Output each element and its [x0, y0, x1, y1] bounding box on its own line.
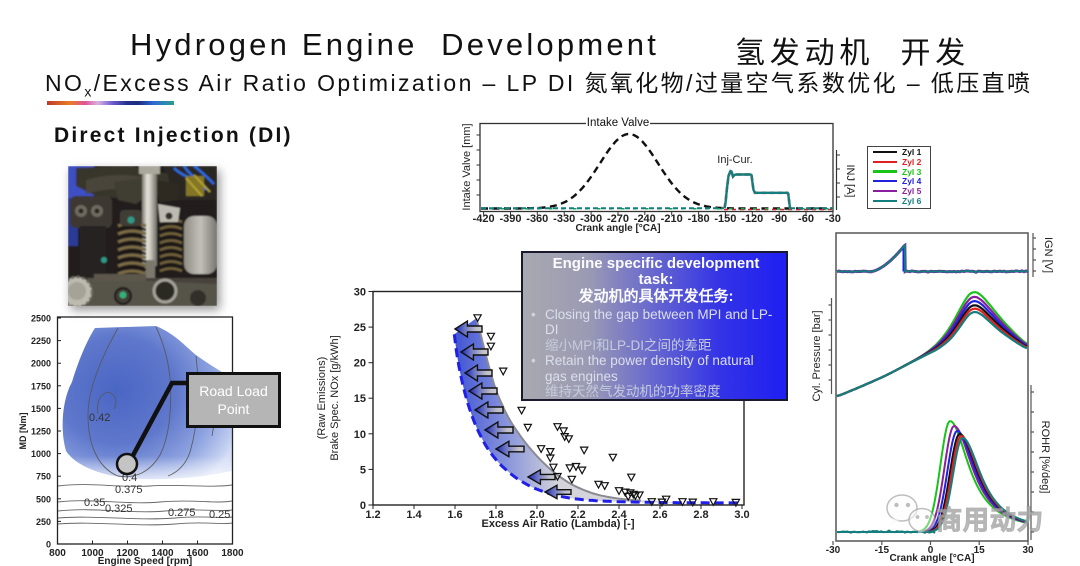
svg-text:-360: -360: [526, 213, 548, 225]
svg-text:1250: 1250: [31, 427, 51, 437]
svg-text:3.0: 3.0: [734, 509, 749, 521]
svg-text:1200: 1200: [116, 548, 139, 559]
svg-text:0.375: 0.375: [115, 484, 143, 496]
svg-text:-15: -15: [875, 545, 890, 556]
svg-text:Inj-Cur.: Inj-Cur.: [717, 154, 752, 166]
svg-text:2.2: 2.2: [570, 509, 585, 521]
svg-text:-330: -330: [553, 213, 575, 225]
svg-text:ROHR [%/deg]: ROHR [%/deg]: [1039, 421, 1051, 494]
svg-text:Crank angle [°CA]: Crank angle [°CA]: [575, 223, 660, 234]
svg-text:Cyl. Pressure [bar]: Cyl. Pressure [bar]: [811, 310, 823, 401]
svg-text:0.35: 0.35: [84, 497, 105, 509]
svg-text:-90: -90: [771, 213, 787, 225]
svg-text:10: 10: [354, 429, 366, 441]
svg-text:-270: -270: [607, 213, 629, 225]
svg-text:-120: -120: [741, 213, 763, 225]
svg-text:Intake Valve: Intake Valve: [587, 117, 649, 129]
svg-text:-30: -30: [826, 545, 841, 556]
svg-text:1000: 1000: [31, 449, 51, 459]
svg-text:-180: -180: [688, 213, 710, 225]
svg-text:15: 15: [974, 545, 986, 556]
svg-text:25: 25: [354, 322, 366, 334]
svg-text:-300: -300: [580, 213, 602, 225]
svg-text:500: 500: [36, 494, 51, 504]
svg-text:Brake Spec. NOx [g/kWh]: Brake Spec. NOx [g/kWh]: [329, 335, 341, 460]
svg-text:1400: 1400: [151, 548, 174, 559]
svg-text:0.275: 0.275: [168, 507, 196, 519]
svg-text:2500: 2500: [31, 314, 51, 324]
svg-text:0: 0: [928, 545, 934, 556]
svg-text:-390: -390: [499, 213, 521, 225]
svg-text:1000: 1000: [81, 548, 104, 559]
svg-text:2.6: 2.6: [652, 509, 667, 521]
svg-text:0: 0: [46, 540, 51, 550]
svg-text:IGN [V]: IGN [V]: [1042, 237, 1054, 273]
svg-text:2.4: 2.4: [611, 509, 627, 521]
svg-text:2000: 2000: [31, 359, 51, 369]
svg-text:1500: 1500: [31, 404, 51, 414]
svg-text:1600: 1600: [186, 548, 209, 559]
svg-text:Crank angle [°CA]: Crank angle [°CA]: [889, 553, 974, 564]
svg-text:2.8: 2.8: [693, 509, 708, 521]
svg-text:Engine Speed [rpm]: Engine Speed [rpm]: [98, 556, 192, 566]
svg-text:0.25: 0.25: [209, 509, 230, 521]
svg-text:-420: -420: [473, 213, 495, 225]
svg-text:20: 20: [354, 358, 366, 370]
svg-text:Intake Valve [mm]: Intake Valve [mm]: [461, 123, 473, 210]
svg-text:1.6: 1.6: [447, 509, 462, 521]
svg-text:5: 5: [360, 464, 366, 476]
svg-text:30: 30: [354, 287, 366, 299]
svg-text:800: 800: [49, 548, 66, 559]
svg-text:1.4: 1.4: [406, 509, 422, 521]
svg-text:1.2: 1.2: [365, 509, 380, 521]
svg-text:0: 0: [360, 500, 366, 512]
svg-text:2250: 2250: [31, 336, 51, 346]
svg-text:Excess Air Ratio (Lambda) [-]: Excess Air Ratio (Lambda) [-]: [481, 518, 634, 530]
svg-text:-240: -240: [634, 213, 656, 225]
svg-text:MD [Nm]: MD [Nm]: [18, 413, 28, 450]
svg-text:2.0: 2.0: [529, 509, 544, 521]
svg-text:-210: -210: [661, 213, 683, 225]
svg-text:0.325: 0.325: [105, 503, 133, 515]
svg-text:1.8: 1.8: [488, 509, 503, 521]
svg-text:250: 250: [36, 517, 51, 527]
svg-text:INJ [A]: INJ [A]: [844, 164, 856, 197]
svg-text:30: 30: [1022, 545, 1034, 556]
svg-text:-30: -30: [825, 213, 841, 225]
svg-text:1750: 1750: [31, 381, 51, 391]
svg-text:15: 15: [354, 393, 366, 405]
svg-text:1800: 1800: [221, 548, 244, 559]
svg-text:0.42: 0.42: [89, 412, 110, 424]
svg-text:-60: -60: [798, 213, 814, 225]
svg-text:-150: -150: [714, 213, 736, 225]
svg-text:(Raw Emissions): (Raw Emissions): [316, 357, 328, 440]
svg-text:750: 750: [36, 472, 51, 482]
